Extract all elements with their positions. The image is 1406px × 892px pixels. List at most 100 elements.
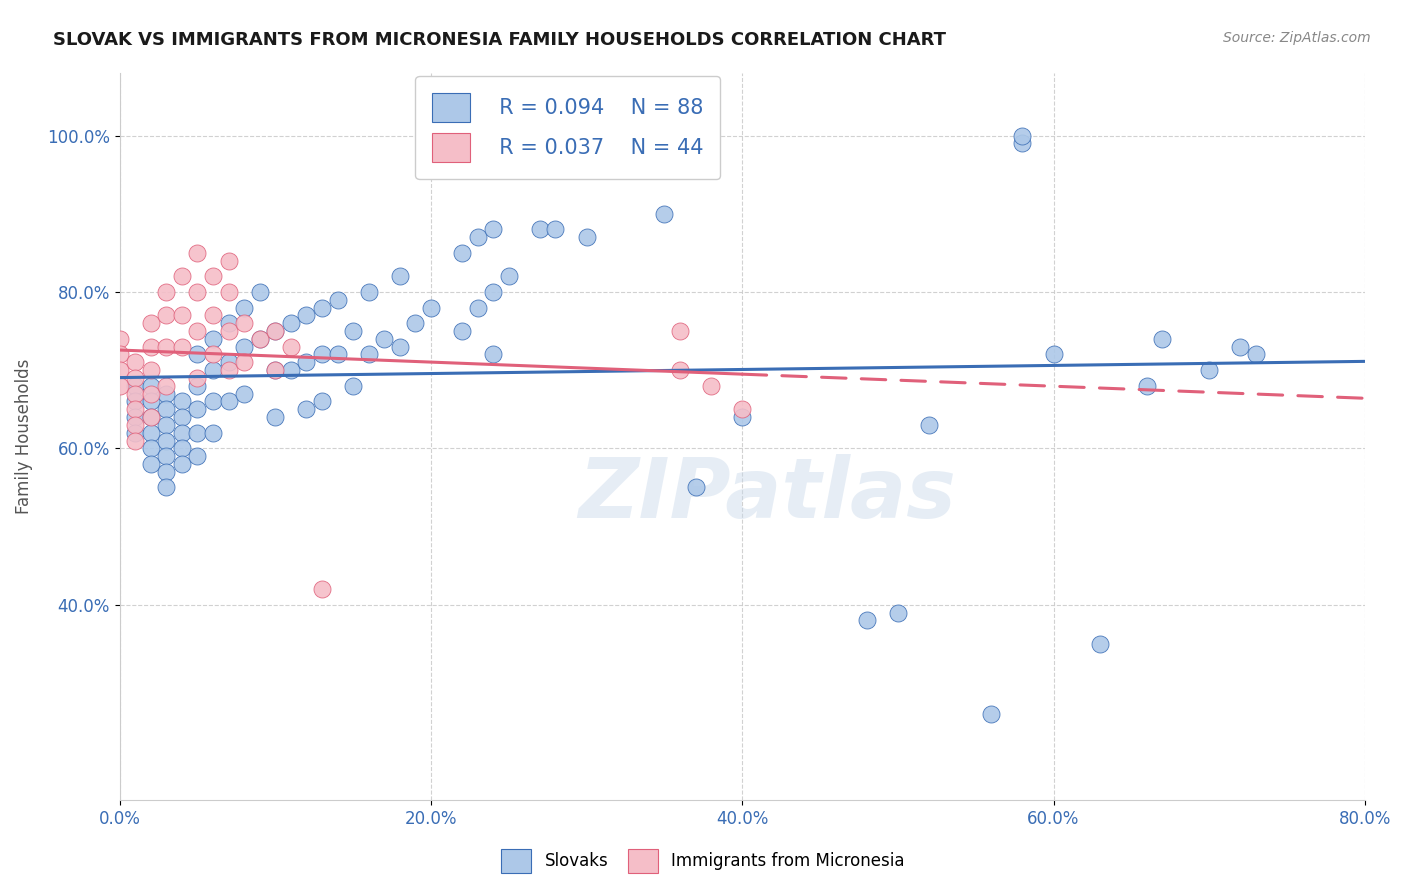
Point bbox=[186, 245, 208, 260]
Point bbox=[218, 363, 240, 377]
Point bbox=[201, 347, 224, 361]
Point bbox=[218, 253, 240, 268]
Point bbox=[170, 394, 193, 409]
Point bbox=[249, 332, 271, 346]
Point bbox=[139, 425, 162, 440]
Point bbox=[918, 417, 941, 432]
Point bbox=[326, 293, 349, 307]
Point bbox=[139, 410, 162, 425]
Point bbox=[1244, 347, 1267, 361]
Point bbox=[295, 402, 318, 417]
Point bbox=[108, 378, 131, 392]
Point bbox=[264, 324, 287, 338]
Point bbox=[498, 269, 520, 284]
Point bbox=[139, 363, 162, 377]
Point bbox=[264, 324, 287, 338]
Point bbox=[155, 378, 177, 392]
Point bbox=[170, 410, 193, 425]
Point bbox=[201, 425, 224, 440]
Point bbox=[218, 355, 240, 369]
Point bbox=[1011, 136, 1033, 151]
Point bbox=[482, 285, 505, 299]
Point bbox=[575, 230, 598, 244]
Point bbox=[124, 425, 146, 440]
Point bbox=[669, 363, 692, 377]
Point bbox=[201, 309, 224, 323]
Point bbox=[264, 363, 287, 377]
Point bbox=[1152, 332, 1174, 346]
Point bbox=[264, 363, 287, 377]
Point bbox=[155, 309, 177, 323]
Point bbox=[280, 316, 302, 330]
Point bbox=[124, 410, 146, 425]
Point bbox=[201, 394, 224, 409]
Point bbox=[201, 269, 224, 284]
Point bbox=[139, 394, 162, 409]
Legend: Slovaks, Immigrants from Micronesia: Slovaks, Immigrants from Micronesia bbox=[495, 842, 911, 880]
Point bbox=[249, 332, 271, 346]
Point bbox=[731, 402, 754, 417]
Point bbox=[170, 457, 193, 471]
Point bbox=[342, 324, 364, 338]
Point bbox=[155, 386, 177, 401]
Point bbox=[139, 340, 162, 354]
Text: ZIPatlas: ZIPatlas bbox=[578, 454, 956, 535]
Point bbox=[139, 442, 162, 456]
Point bbox=[218, 285, 240, 299]
Point bbox=[155, 449, 177, 463]
Point bbox=[451, 245, 474, 260]
Point bbox=[186, 449, 208, 463]
Point bbox=[124, 378, 146, 392]
Point bbox=[233, 355, 256, 369]
Point bbox=[280, 340, 302, 354]
Point bbox=[139, 457, 162, 471]
Legend:   R = 0.094    N = 88,   R = 0.037    N = 44: R = 0.094 N = 88, R = 0.037 N = 44 bbox=[415, 76, 720, 178]
Y-axis label: Family Households: Family Households bbox=[15, 359, 32, 515]
Point bbox=[467, 301, 489, 315]
Point bbox=[186, 371, 208, 385]
Point bbox=[482, 347, 505, 361]
Text: SLOVAK VS IMMIGRANTS FROM MICRONESIA FAMILY HOUSEHOLDS CORRELATION CHART: SLOVAK VS IMMIGRANTS FROM MICRONESIA FAM… bbox=[53, 31, 946, 49]
Point bbox=[311, 347, 333, 361]
Point bbox=[218, 394, 240, 409]
Point bbox=[1042, 347, 1064, 361]
Point bbox=[233, 386, 256, 401]
Point bbox=[124, 434, 146, 448]
Point bbox=[980, 707, 1002, 722]
Point bbox=[419, 301, 441, 315]
Point bbox=[1011, 128, 1033, 143]
Point bbox=[186, 402, 208, 417]
Point bbox=[451, 324, 474, 338]
Point bbox=[388, 340, 411, 354]
Point bbox=[685, 480, 707, 494]
Point bbox=[357, 285, 380, 299]
Point bbox=[201, 332, 224, 346]
Point bbox=[233, 340, 256, 354]
Point bbox=[887, 606, 910, 620]
Point bbox=[155, 465, 177, 479]
Point bbox=[155, 285, 177, 299]
Point bbox=[155, 434, 177, 448]
Point bbox=[124, 355, 146, 369]
Point bbox=[170, 340, 193, 354]
Point bbox=[124, 394, 146, 409]
Point bbox=[731, 410, 754, 425]
Point bbox=[1090, 637, 1112, 651]
Point bbox=[669, 324, 692, 338]
Point bbox=[139, 410, 162, 425]
Point bbox=[1229, 340, 1251, 354]
Point bbox=[170, 269, 193, 284]
Point bbox=[170, 309, 193, 323]
Point bbox=[170, 425, 193, 440]
Point bbox=[170, 442, 193, 456]
Point bbox=[139, 316, 162, 330]
Point bbox=[186, 425, 208, 440]
Point bbox=[373, 332, 395, 346]
Point bbox=[654, 207, 676, 221]
Point bbox=[186, 285, 208, 299]
Text: Source: ZipAtlas.com: Source: ZipAtlas.com bbox=[1223, 31, 1371, 45]
Point bbox=[342, 378, 364, 392]
Point bbox=[108, 332, 131, 346]
Point bbox=[700, 378, 723, 392]
Point bbox=[124, 386, 146, 401]
